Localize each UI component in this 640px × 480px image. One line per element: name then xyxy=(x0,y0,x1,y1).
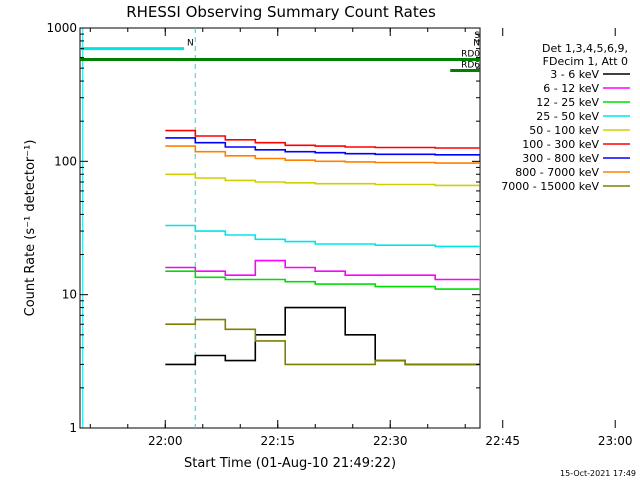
legend-label-3: 25 - 50 keV xyxy=(536,110,599,123)
flag-label-0: N xyxy=(187,39,194,49)
series-line-4 xyxy=(165,173,480,256)
legend-label-5: 100 - 300 keV xyxy=(522,138,599,151)
flag-label-1: N xyxy=(473,39,480,49)
flag-label-4: RD6 xyxy=(461,61,480,71)
x-axis-label: Start Time (01-Aug-10 21:49:22) xyxy=(184,456,396,471)
series-line-5 xyxy=(165,129,480,216)
y-tick-label-3: 1000 xyxy=(46,21,77,35)
series-line-7 xyxy=(165,145,480,166)
x-tick-label-3: 22:45 xyxy=(485,434,520,448)
series-line-6 xyxy=(165,137,480,163)
timestamp-label: 15-Oct-2021 17:49 xyxy=(560,469,636,478)
flag-label-2: S xyxy=(474,31,480,41)
legend-label-8: 7000 - 15000 keV xyxy=(501,180,599,193)
x-tick-label-2: 22:30 xyxy=(373,434,408,448)
x-tick-label-1: 22:15 xyxy=(260,434,295,448)
x-tick-label-0: 22:00 xyxy=(148,434,183,448)
y-tick-label-2: 100 xyxy=(54,154,77,168)
legend-label-1: 6 - 12 keV xyxy=(543,82,599,95)
legend-label-4: 50 - 100 keV xyxy=(529,124,599,137)
plot-frame xyxy=(79,27,481,429)
series-line-2 xyxy=(165,270,480,305)
series-line-0 xyxy=(165,306,480,366)
series-line-3 xyxy=(165,224,480,313)
x-tick-label-4: 23:00 xyxy=(598,434,633,448)
legend-label-2: 12 - 25 keV xyxy=(536,96,599,109)
flag-label-3: RD0 xyxy=(461,50,480,60)
chart-title: RHESSI Observing Summary Count Rates xyxy=(126,3,436,21)
legend: Det 1,3,4,5,6,9,FDecim 1, Att 03 - 6 keV… xyxy=(501,42,630,193)
legend-header-0: Det 1,3,4,5,6,9, xyxy=(542,42,628,55)
legend-label-0: 3 - 6 keV xyxy=(550,68,599,81)
series-line-8 xyxy=(165,318,480,366)
legend-label-7: 800 - 7000 keV xyxy=(515,166,599,179)
legend-header-1: FDecim 1, Att 0 xyxy=(543,55,628,68)
legend-label-6: 300 - 800 keV xyxy=(522,152,599,165)
y-tick-label-0: 1 xyxy=(69,421,77,435)
y-tick-label-1: 10 xyxy=(62,288,77,302)
series-line-1 xyxy=(165,259,480,296)
y-axis-label: Count Rate (s⁻¹ detector⁻¹) xyxy=(23,140,38,317)
